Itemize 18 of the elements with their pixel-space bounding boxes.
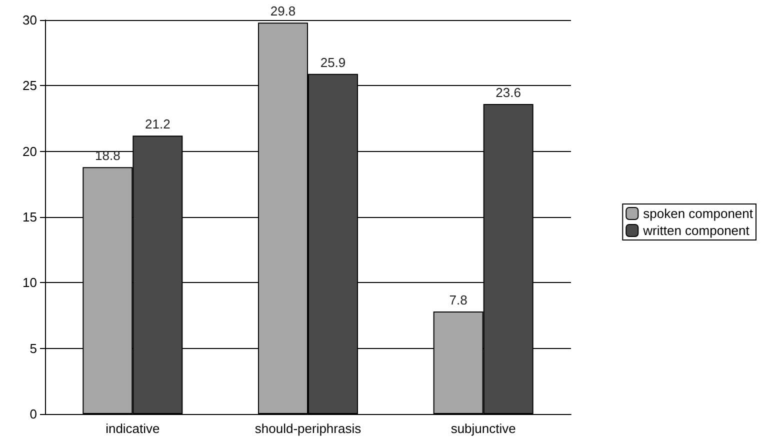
data-label: 25.9 [320,54,346,70]
y-tick-label: 20 [22,144,37,159]
y-tick-label: 0 [30,406,37,422]
y-tick-label: 10 [22,275,37,290]
x-tick-label: should-periphrasis [254,421,362,436]
legend-label: spoken component [643,206,754,221]
data-label: 18.8 [95,148,120,164]
x-tick-label: indicative [106,421,160,436]
y-tick-label: 5 [30,340,37,356]
y-tick-label: 25 [22,78,37,94]
legend-label: written component [642,223,750,238]
y-tick-label: 15 [22,210,37,224]
data-label: 23.6 [496,85,521,100]
data-label: 29.8 [270,4,296,19]
data-label: 21.2 [145,116,170,132]
x-tick-label: subjunctive [450,421,516,436]
y-tick-label: 30 [22,12,37,28]
data-label: 7.8 [449,292,468,308]
